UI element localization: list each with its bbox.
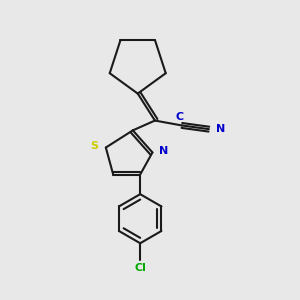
Text: N: N (159, 146, 168, 156)
Text: C: C (176, 112, 184, 122)
Text: Cl: Cl (134, 263, 146, 273)
Text: N: N (216, 124, 226, 134)
Text: S: S (91, 141, 98, 151)
